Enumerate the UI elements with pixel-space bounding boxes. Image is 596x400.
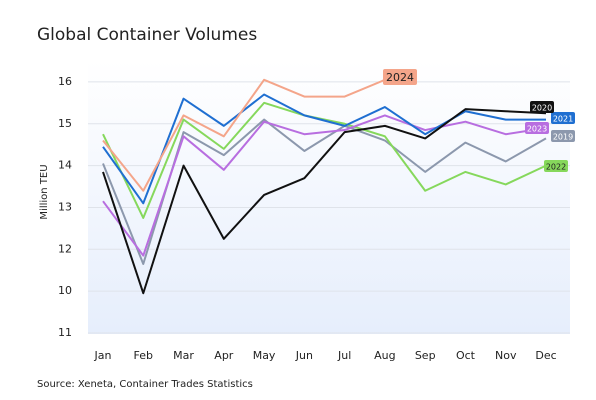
plot-background [88, 60, 570, 334]
series-label-box [525, 122, 549, 134]
x-tick-label: Oct [456, 349, 476, 362]
series-line [102, 101, 547, 219]
series-label: 2020 [532, 104, 552, 113]
series-line [102, 93, 546, 205]
x-tick-label: Sep [415, 349, 436, 362]
series-label-box [530, 101, 554, 113]
x-tick-label: Dec [535, 349, 556, 362]
y-tick-label: 12 [58, 242, 72, 255]
x-tick-label: Aug [374, 349, 395, 362]
series-label-box [551, 112, 575, 124]
y-tick-label: 14 [58, 159, 72, 172]
series-label-box [383, 69, 417, 85]
series-line [102, 78, 386, 192]
y-tick-label: 11 [58, 326, 72, 339]
series-label-box [551, 130, 575, 142]
x-tick-label: Feb [134, 349, 153, 362]
y-tick-label: 10 [58, 284, 72, 297]
series-label: 2023 [527, 125, 547, 134]
x-tick-label: Nov [495, 349, 517, 362]
y-tick-label: 16 [58, 75, 72, 88]
series-label: 2022 [546, 163, 566, 172]
series-line [102, 114, 547, 257]
series-label-box [544, 160, 568, 172]
y-axis-label: Million TEU [39, 164, 50, 219]
chart-title: Global Container Volumes [37, 25, 257, 45]
series-line [102, 108, 547, 295]
x-tick-label: Jun [295, 349, 313, 362]
x-tick-label: Mar [173, 349, 194, 362]
x-tick-label: Jan [94, 349, 112, 362]
x-tick-label: Jul [337, 349, 351, 362]
x-tick-label: Apr [214, 349, 234, 362]
series-label: 2019 [553, 133, 573, 142]
y-tick-label: 13 [58, 200, 72, 213]
series-label: 2021 [553, 115, 573, 124]
x-tick-label: May [253, 349, 276, 362]
series-label: 2024 [386, 71, 414, 84]
source: Source: Xeneta, Container Trades Statist… [37, 379, 253, 390]
y-tick-label: 15 [58, 117, 72, 130]
